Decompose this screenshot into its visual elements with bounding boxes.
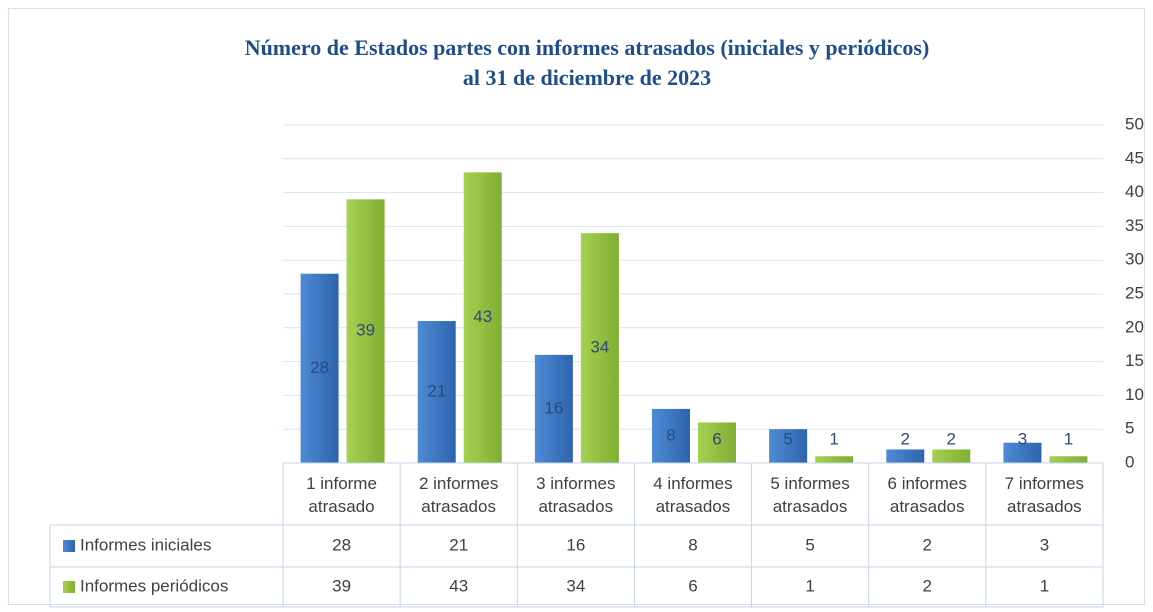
legend-key — [63, 581, 75, 593]
bar — [1049, 456, 1088, 463]
y-tick-label: 35 — [1125, 216, 1144, 235]
data-label: 28 — [310, 358, 329, 377]
data-label: 6 — [712, 429, 721, 448]
data-label: 8 — [666, 425, 675, 444]
legend-key — [63, 540, 75, 552]
table-value: 1 — [1040, 576, 1049, 595]
bar — [652, 408, 690, 463]
data-label: 2 — [901, 429, 910, 448]
data-label: 1 — [829, 429, 838, 448]
legend-label: Informes periódicos — [80, 576, 228, 595]
y-tick-label: 50 — [1125, 114, 1144, 133]
x-tick-label: 7 informes atrasados — [1004, 474, 1085, 516]
data-label: 39 — [356, 321, 375, 340]
table-value: 43 — [449, 576, 468, 595]
bar — [769, 429, 808, 463]
chart-title: Número de Estados partes con informes at… — [245, 35, 930, 60]
table-value: 1 — [805, 576, 814, 595]
y-tick-label: 5 — [1125, 419, 1134, 438]
data-label: 1 — [1064, 429, 1073, 448]
data-label: 21 — [427, 382, 446, 401]
bar — [886, 449, 925, 463]
bar — [417, 321, 456, 463]
bar — [932, 449, 971, 463]
data-label: 3 — [1018, 429, 1027, 448]
table-value: 3 — [1040, 535, 1049, 554]
x-tick-label: 1 informe atrasado — [306, 474, 377, 516]
y-tick-label: 30 — [1125, 250, 1144, 269]
table-value: 21 — [449, 535, 468, 554]
y-tick-label: 20 — [1125, 317, 1144, 336]
y-tick-label: 40 — [1125, 182, 1144, 201]
bar — [580, 233, 619, 463]
table-value: 5 — [805, 535, 814, 554]
bar — [346, 199, 385, 464]
data-label: 2 — [947, 429, 956, 448]
legend-label: Informes iniciales — [80, 535, 211, 554]
x-tick-label: 4 informes atrasados — [653, 474, 733, 516]
bar — [815, 456, 854, 463]
bar — [300, 273, 339, 463]
x-tick-label: 6 informes atrasados — [887, 474, 967, 516]
table-value: 28 — [332, 535, 351, 554]
data-label: 5 — [783, 429, 792, 448]
y-tick-label: 10 — [1125, 385, 1144, 404]
y-tick-label: 15 — [1125, 351, 1144, 370]
data-label: 16 — [544, 398, 563, 417]
chart-title: al 31 de diciembre de 2023 — [463, 65, 711, 90]
y-tick-label: 0 — [1125, 452, 1134, 471]
x-tick-label: 5 informes atrasados — [770, 474, 850, 516]
data-label: 34 — [590, 338, 609, 357]
y-tick-label: 25 — [1125, 283, 1144, 302]
table-value: 2 — [923, 576, 932, 595]
x-tick-label: 2 informes atrasados — [418, 474, 499, 516]
table-value: 2 — [923, 535, 932, 554]
bar — [698, 422, 736, 463]
bar — [1003, 442, 1042, 463]
chart-border — [8, 8, 1145, 605]
table-value: 34 — [566, 576, 585, 595]
table-value: 16 — [566, 535, 585, 554]
bar — [463, 172, 502, 463]
bar — [534, 354, 573, 463]
table-value: 6 — [688, 576, 697, 595]
y-tick-label: 45 — [1125, 148, 1144, 167]
table-value: 39 — [332, 576, 351, 595]
data-label: 43 — [473, 307, 492, 326]
table-value: 8 — [688, 535, 697, 554]
x-tick-label: 3 informes atrasados — [536, 474, 616, 516]
